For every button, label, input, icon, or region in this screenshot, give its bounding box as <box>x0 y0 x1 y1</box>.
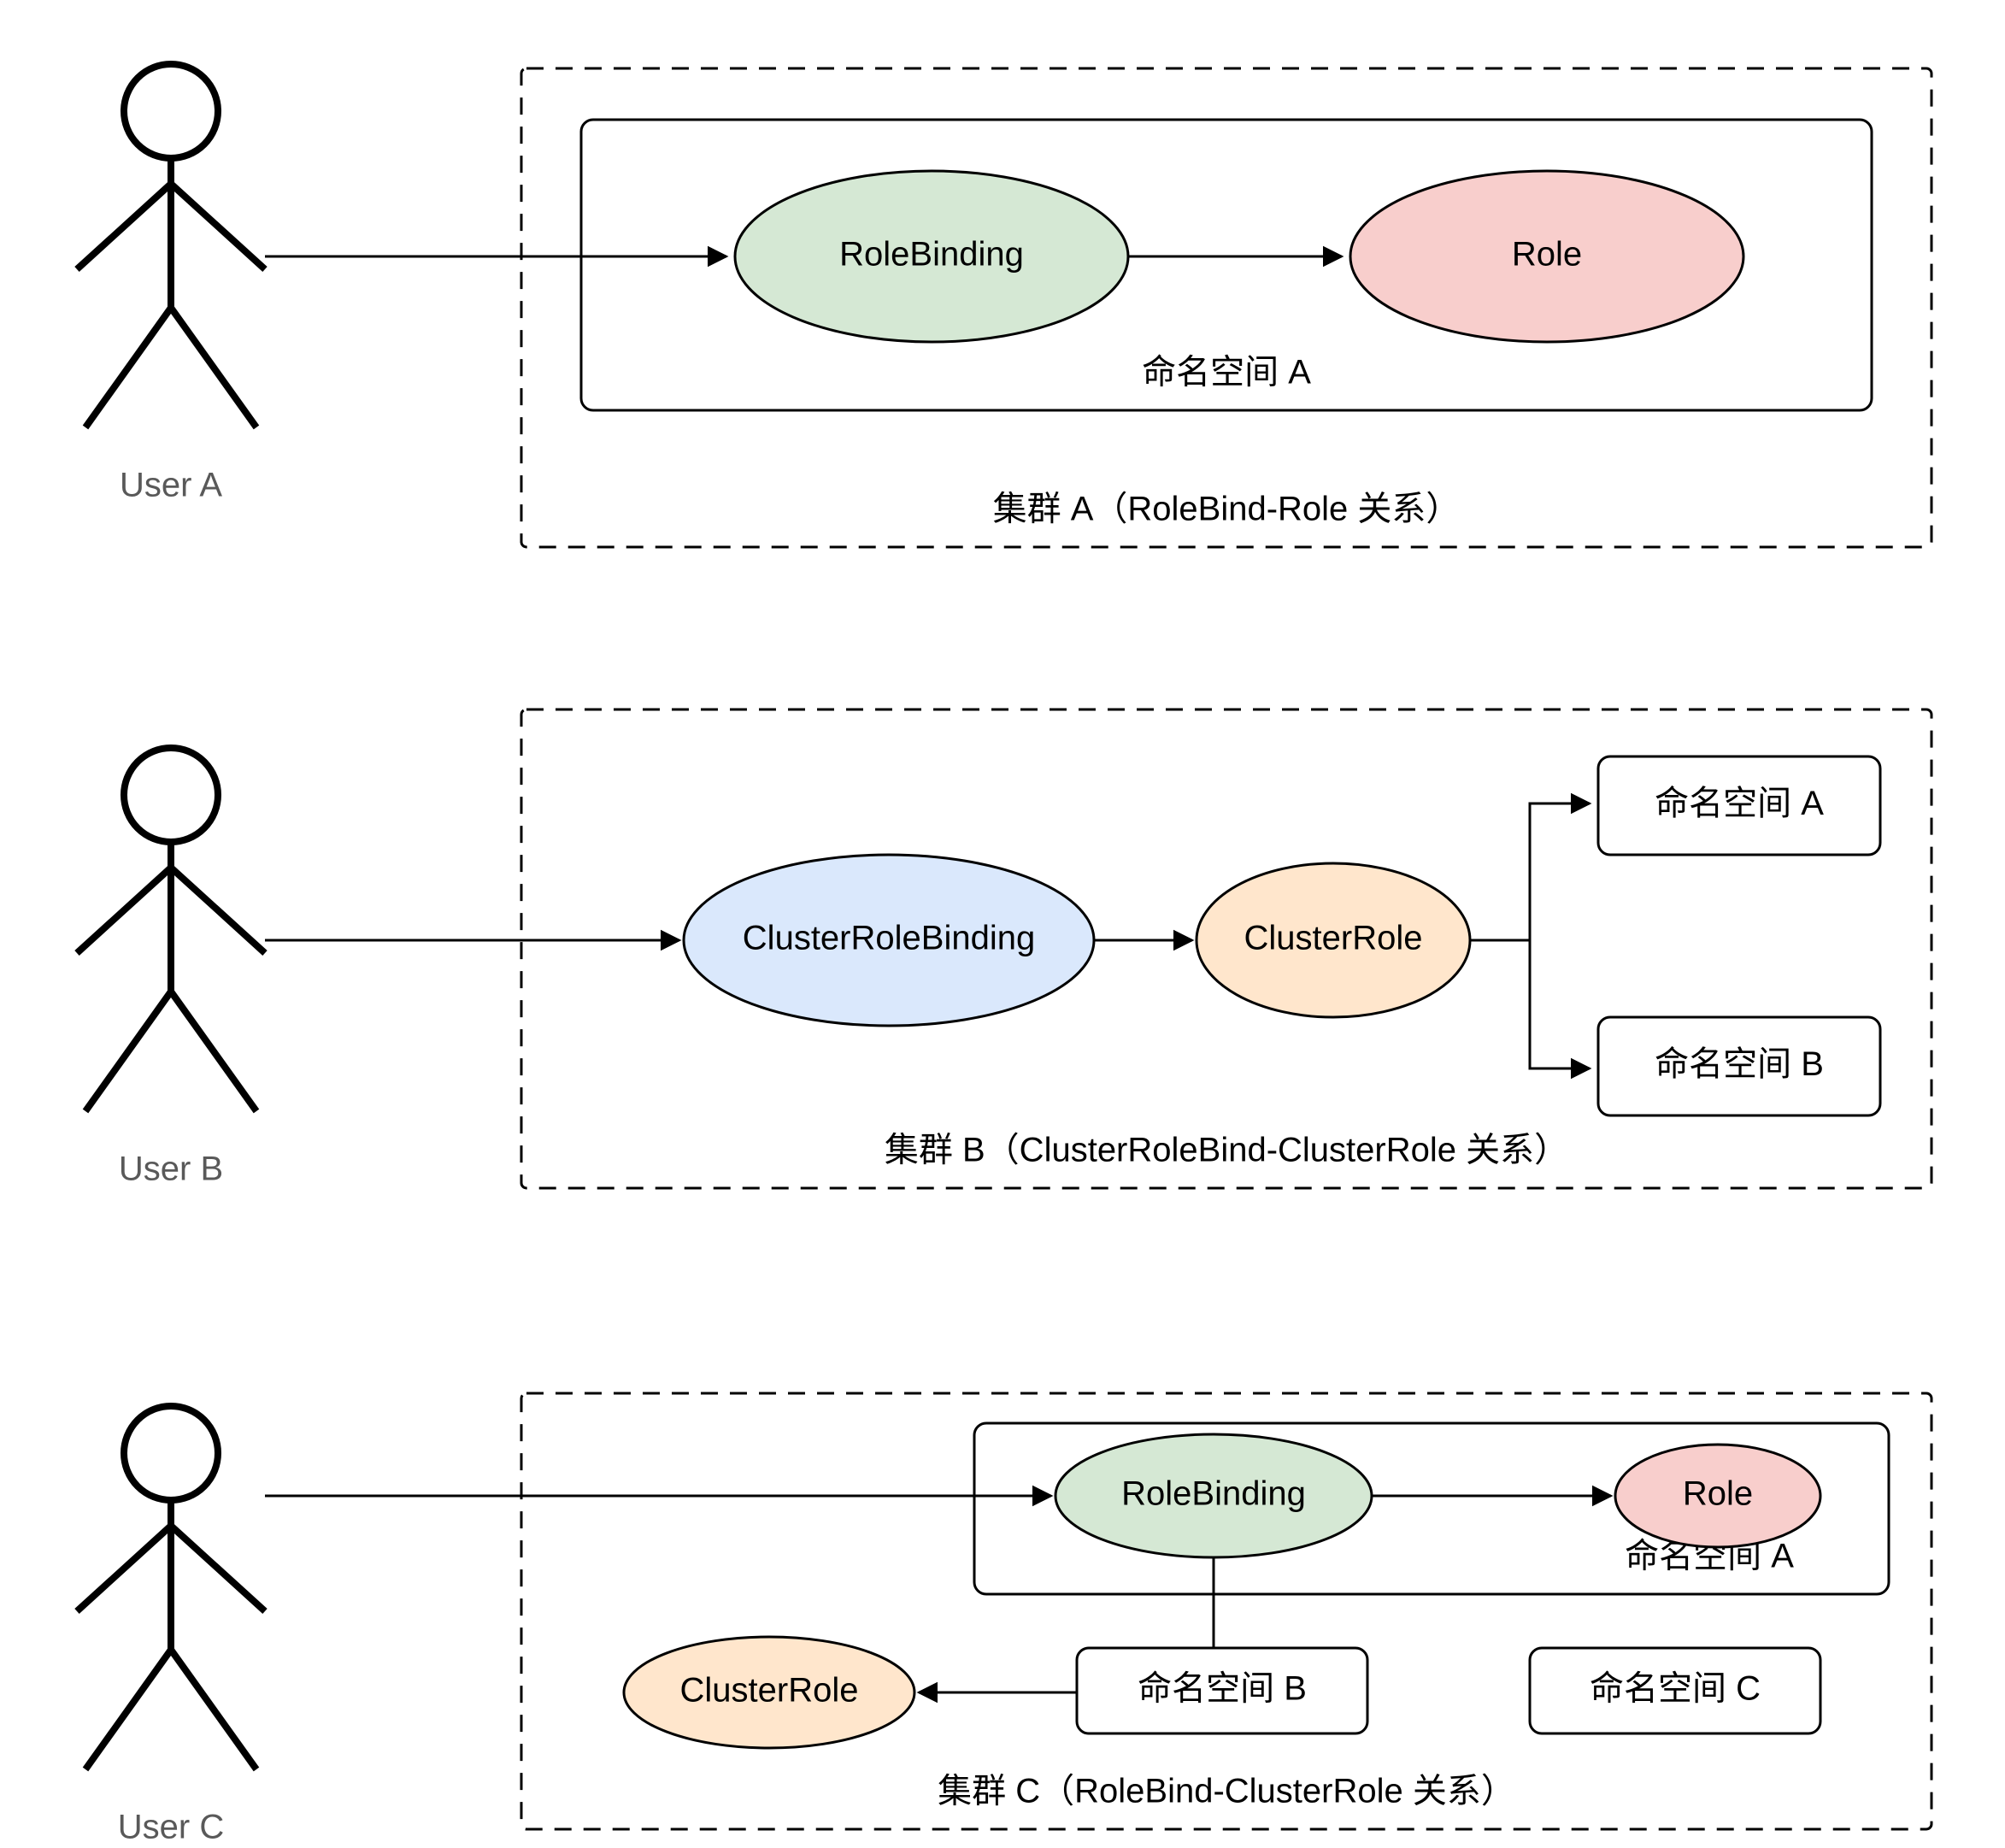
a-role-label: Role <box>1512 236 1582 274</box>
a-rolebinding-label: RoleBinding <box>839 236 1024 274</box>
b-ns-a-label: 命名空间 A <box>1655 785 1824 822</box>
b-cr-label: ClusterRole <box>1244 920 1423 957</box>
user-a: User A <box>77 64 265 504</box>
user-b-label: User B <box>119 1151 223 1188</box>
c-role-label: Role <box>1683 1475 1753 1513</box>
cluster-b-label: 集群 B（ClusterRoleBind-ClusterRole 关系） <box>885 1132 1568 1169</box>
c-ns-b-label: 命名空间 B <box>1138 1670 1307 1708</box>
b-crb-label: ClusterRoleBinding <box>743 920 1035 957</box>
c-ns-c-label: 命名空间 C <box>1590 1670 1761 1708</box>
user-a-label: User A <box>120 467 222 504</box>
user-c-label: User C <box>118 1809 224 1846</box>
cluster-a-label: 集群 A（RoleBind-Role 关系） <box>993 491 1461 528</box>
c-cr-label: ClusterRole <box>680 1672 859 1710</box>
cluster-c-label: 集群 C（RoleBind-ClusterRole 关系） <box>938 1773 1515 1810</box>
user-c: User C <box>77 1406 265 1846</box>
b-ns-b-label: 命名空间 B <box>1655 1045 1824 1083</box>
edge <box>1470 940 1590 1068</box>
edge <box>1470 803 1590 940</box>
c-rolebinding-label: RoleBinding <box>1121 1475 1306 1513</box>
user-b: User B <box>77 748 265 1188</box>
cluster-a-namespace-label: 命名空间 A <box>1142 354 1311 391</box>
